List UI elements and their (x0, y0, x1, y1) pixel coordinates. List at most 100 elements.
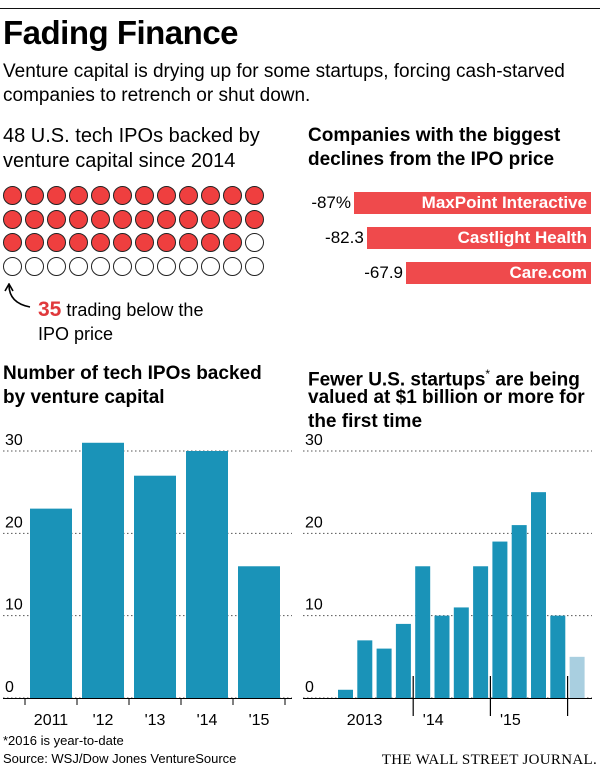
below-ipo-text1: trading below the (61, 300, 204, 320)
dot-below-ipo (47, 233, 66, 252)
source-line: Source: WSJ/Dow Jones VentureSource (3, 751, 237, 766)
dot-below-ipo (69, 233, 88, 252)
y-tick-label: 0 (5, 679, 14, 696)
dot-below-ipo (25, 233, 44, 252)
y-tick-label: 30 (5, 432, 23, 449)
bar (357, 640, 373, 698)
bar (550, 615, 566, 698)
dot-below-ipo (91, 233, 110, 252)
bar (453, 607, 469, 698)
dot-below-ipo (135, 186, 154, 205)
top-rule (0, 8, 600, 9)
x-tick-label: 2011 (34, 712, 69, 729)
company-name: MaxPoint Interactive (421, 193, 587, 212)
chart2-title-star: * (485, 367, 491, 381)
x-year-label: '14 (423, 712, 444, 729)
y-tick-label: 0 (305, 679, 314, 696)
decline-bar: Care.com (406, 262, 591, 284)
dot-below-ipo (201, 233, 220, 252)
dot-below-ipo (91, 186, 110, 205)
dot-above-ipo (25, 256, 44, 276)
dot-below-ipo (135, 209, 154, 229)
bar (395, 623, 411, 698)
decline-bar: MaxPoint Interactive (354, 192, 591, 214)
bar (338, 689, 353, 698)
bar (238, 566, 280, 698)
chart1-title-line1: Number of tech IPOs backed (3, 363, 262, 384)
decline-value: -67.9 (364, 263, 404, 282)
page-title: Fading Finance (3, 14, 239, 51)
chart2-title-part1b: are being (490, 369, 580, 391)
y-tick-label: 30 (305, 432, 323, 449)
dot-below-ipo (25, 186, 44, 205)
bar (531, 492, 546, 698)
dot-below-ipo (157, 186, 176, 205)
dot-below-ipo (113, 233, 132, 252)
dot-above-ipo (245, 256, 264, 276)
y-tick-label: 20 (5, 514, 23, 531)
dot-below-ipo (69, 186, 88, 205)
callout-arrow-icon (4, 283, 31, 308)
bar (511, 525, 527, 698)
decline-value: -87% (311, 193, 351, 212)
dot-below-ipo (47, 209, 66, 229)
below-ipo-callout: 35 trading below the IPO price (38, 298, 203, 346)
y-tick-label: 10 (5, 597, 23, 614)
x-tick-label: '13 (145, 712, 166, 729)
y-tick-label: 20 (305, 514, 323, 531)
dot-below-ipo (69, 209, 88, 229)
dot-below-ipo (245, 186, 264, 205)
bar (569, 656, 585, 698)
chart2-title-line3: the first time (308, 411, 423, 432)
dot-below-ipo (3, 186, 22, 205)
wsj-credit: THE WALL STREET JOURNAL. (381, 752, 597, 768)
dot-below-ipo (113, 209, 132, 229)
dot-below-ipo (25, 209, 44, 229)
dot-above-ipo (223, 256, 242, 276)
bar (134, 475, 176, 698)
ipo-bar-chart: 0 10 20 30 2011 '12 '13 '14 '15 (3, 432, 292, 729)
dot-above-ipo (69, 256, 88, 276)
dot-below-ipo (3, 233, 22, 252)
x-tick-label: '15 (249, 712, 270, 729)
dot-below-ipo (201, 186, 220, 205)
bar (434, 615, 450, 698)
chart1-title-line2: by venture capital (3, 387, 165, 408)
x-tick-label: '12 (93, 712, 114, 729)
dot-above-ipo (245, 233, 264, 252)
dot-above-ipo (47, 256, 66, 276)
dot-above-ipo (201, 256, 220, 276)
dot-below-ipo (223, 233, 242, 252)
company-name: Care.com (509, 263, 587, 282)
dot-below-ipo (201, 209, 220, 229)
dot-below-ipo (179, 233, 198, 252)
footnote: *2016 is year-to-date (3, 733, 124, 748)
dot-above-ipo (179, 256, 198, 276)
dot-below-ipo (157, 233, 176, 252)
dot-below-ipo (179, 209, 198, 229)
dot-below-ipo (223, 209, 242, 229)
dot-below-ipo (113, 186, 132, 205)
dot-below-ipo (157, 209, 176, 229)
bar (186, 451, 228, 698)
bar (415, 566, 431, 698)
dot-below-ipo (179, 186, 198, 205)
declines-heading-line2: declines from the IPO price (308, 149, 555, 170)
dot-above-ipo (3, 256, 22, 276)
chart2-title-line1: Fewer U.S. startups* are being (308, 362, 580, 392)
dot-below-ipo (91, 209, 110, 229)
x-tick-label: '14 (197, 712, 218, 729)
dot-below-ipo (223, 186, 242, 205)
dot-above-ipo (113, 256, 132, 276)
decline-bar: Castlight Health (366, 227, 591, 249)
bar (82, 442, 124, 698)
bar (473, 566, 489, 698)
bar (376, 648, 392, 698)
decline-value: -82.3 (325, 228, 364, 247)
bar (30, 508, 72, 698)
dots-heading-line1: 48 U.S. tech IPOs backed by (3, 125, 260, 147)
y-tick-label: 10 (305, 597, 323, 614)
dot-above-ipo (91, 256, 110, 276)
dot-below-ipo (135, 233, 154, 252)
dot-below-ipo (47, 186, 66, 205)
